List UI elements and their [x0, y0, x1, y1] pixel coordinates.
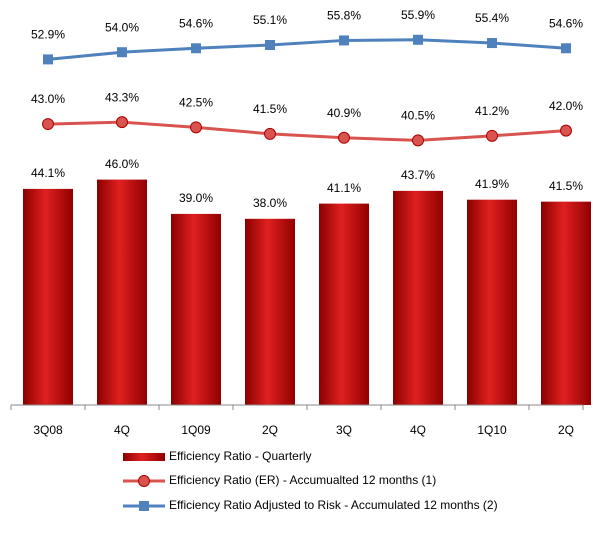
- marker: [116, 116, 128, 129]
- data-label: 42.5%: [179, 96, 213, 110]
- data-label: 40.9%: [327, 106, 361, 120]
- data-label: 54.6%: [179, 16, 213, 30]
- marker: [338, 131, 350, 144]
- marker: [265, 40, 275, 51]
- x-tick-label: 4Q: [114, 423, 130, 437]
- data-label: 55.1%: [253, 13, 287, 27]
- bar: [467, 199, 517, 405]
- x-tick-label: 2Q: [262, 423, 278, 437]
- data-label: 41.1%: [327, 181, 361, 195]
- data-label: 52.9%: [31, 28, 65, 42]
- legend-marker: [139, 501, 149, 511]
- x-tick-label: 1Q09: [181, 423, 211, 437]
- legend-label: Efficiency Ratio - Quarterly: [169, 449, 312, 463]
- legend-marker: [138, 475, 150, 487]
- marker: [191, 43, 201, 54]
- marker: [43, 54, 53, 65]
- data-label: 43.7%: [401, 168, 435, 182]
- marker: [339, 35, 349, 46]
- data-label: 41.5%: [549, 179, 583, 193]
- bar: [319, 203, 369, 405]
- marker: [561, 43, 571, 54]
- data-label: 43.0%: [31, 92, 65, 106]
- bar: [393, 190, 443, 405]
- data-label: 41.5%: [253, 102, 287, 116]
- x-tick-label: 1Q10: [477, 423, 507, 437]
- line: [47, 120, 567, 142]
- legend-label: Efficiency Ratio (ER) - Accumualted 12 m…: [169, 473, 436, 487]
- marker: [190, 121, 202, 134]
- data-label: 42.0%: [549, 99, 583, 113]
- data-label: 55.8%: [327, 9, 361, 23]
- line: [47, 38, 567, 61]
- marker: [117, 47, 127, 58]
- marker: [264, 127, 276, 140]
- x-tick-label: 3Q08: [33, 423, 63, 437]
- data-label: 54.0%: [105, 20, 139, 34]
- data-label: 55.9%: [401, 8, 435, 22]
- x-tick-label: 4Q: [410, 423, 426, 437]
- marker: [413, 34, 423, 45]
- data-label: 40.5%: [401, 109, 435, 123]
- x-tick-label: 3Q: [336, 423, 352, 437]
- bar: [541, 201, 591, 405]
- data-label: 54.6%: [549, 16, 583, 30]
- data-label: 55.4%: [475, 11, 509, 25]
- data-label: 41.2%: [475, 104, 509, 118]
- data-label: 38.0%: [253, 196, 287, 210]
- x-tick-label: 2Q: [558, 423, 574, 437]
- legend-label: Efficiency Ratio Adjusted to Risk - Accu…: [169, 498, 498, 512]
- legend-swatch: [123, 453, 165, 461]
- data-label: 46.0%: [105, 157, 139, 171]
- marker: [486, 129, 498, 142]
- data-label: 39.0%: [179, 191, 213, 205]
- data-label: 43.3%: [105, 90, 139, 104]
- marker: [412, 134, 424, 147]
- marker: [560, 124, 572, 137]
- data-label: 41.9%: [475, 177, 509, 191]
- marker: [487, 38, 497, 49]
- bar: [245, 218, 295, 405]
- bar: [97, 179, 147, 405]
- data-label: 44.1%: [31, 166, 65, 180]
- bar: [171, 213, 221, 405]
- bar: [23, 188, 73, 405]
- marker: [42, 118, 54, 131]
